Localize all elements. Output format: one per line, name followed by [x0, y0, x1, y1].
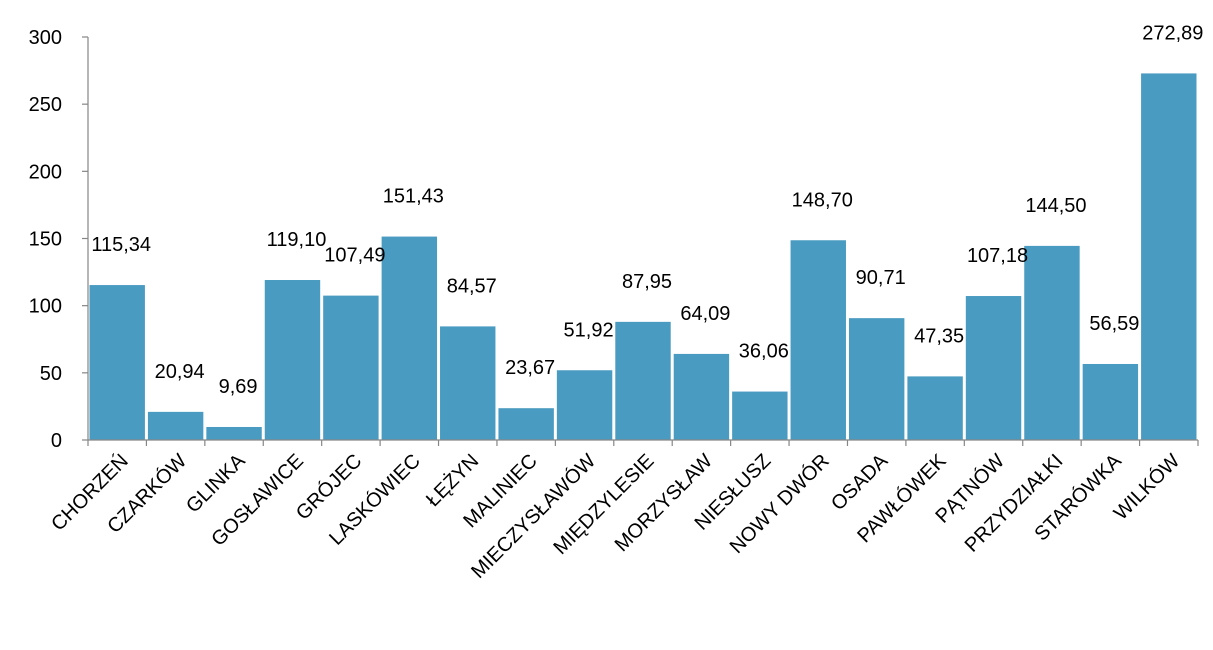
bar-13	[790, 240, 846, 440]
bar-15	[907, 376, 963, 440]
bar-10	[615, 321, 671, 440]
category-labels: CHORZEŃCZARKÓWGLINKAGOSŁAWICEGRÓJECLASKÓ…	[47, 449, 1185, 583]
data-label-1: 115,34	[91, 234, 151, 256]
data-label-2: 20,94	[155, 361, 205, 383]
y-tick-label-50: 50	[40, 363, 62, 385]
data-label-11: 64,09	[680, 303, 730, 325]
data-label-5: 107,49	[324, 245, 385, 267]
data-label-10: 87,95	[622, 271, 672, 293]
axes	[87, 37, 1199, 446]
bar-18	[1082, 363, 1139, 440]
bar-14	[848, 318, 905, 440]
bars	[89, 73, 1197, 441]
data-label-15: 47,35	[914, 325, 964, 347]
data-label-9: 51,92	[564, 319, 614, 341]
data-label-8: 23,67	[505, 357, 555, 379]
bar-16	[965, 296, 1022, 440]
data-label-3: 9,69	[219, 376, 258, 398]
bar-6	[381, 236, 438, 440]
data-label-18: 56,59	[1089, 313, 1139, 335]
data-label-13: 148,70	[792, 189, 853, 211]
category-label-13: NOWY DWÓR	[725, 449, 834, 558]
data-label-6: 151,43	[383, 186, 444, 208]
data-label-4: 119,10	[267, 229, 327, 251]
y-tick-label-150: 150	[29, 229, 62, 251]
category-label-10: MIĘDZYLESIE	[549, 450, 658, 559]
data-label-17: 144,50	[1025, 195, 1086, 217]
bar-9	[556, 370, 613, 440]
bar-8	[498, 408, 554, 440]
bar-12	[732, 391, 788, 440]
y-tick-label-100: 100	[29, 296, 62, 318]
bar-3	[206, 426, 262, 440]
bar-5	[323, 295, 379, 440]
y-tick-label-200: 200	[29, 161, 62, 183]
data-label-14: 90,71	[856, 267, 906, 289]
bar-2	[147, 411, 204, 440]
y-axis-ticks: 0 50 100 150 200 250 300	[29, 27, 88, 452]
data-label-7: 84,57	[447, 275, 497, 297]
bar-4	[264, 280, 321, 440]
bar-19	[1141, 73, 1197, 441]
bar-11	[673, 353, 730, 440]
data-label-12: 36,06	[739, 341, 789, 363]
bar-1	[89, 285, 145, 440]
data-label-19: 272,89	[1142, 22, 1203, 44]
y-tick-label-300: 300	[29, 27, 62, 49]
y-tick-label-250: 250	[29, 94, 62, 116]
bar-7	[440, 326, 496, 440]
y-tick-label-0: 0	[51, 430, 62, 452]
bar-17	[1024, 245, 1080, 440]
data-label-16: 107,18	[967, 245, 1028, 267]
